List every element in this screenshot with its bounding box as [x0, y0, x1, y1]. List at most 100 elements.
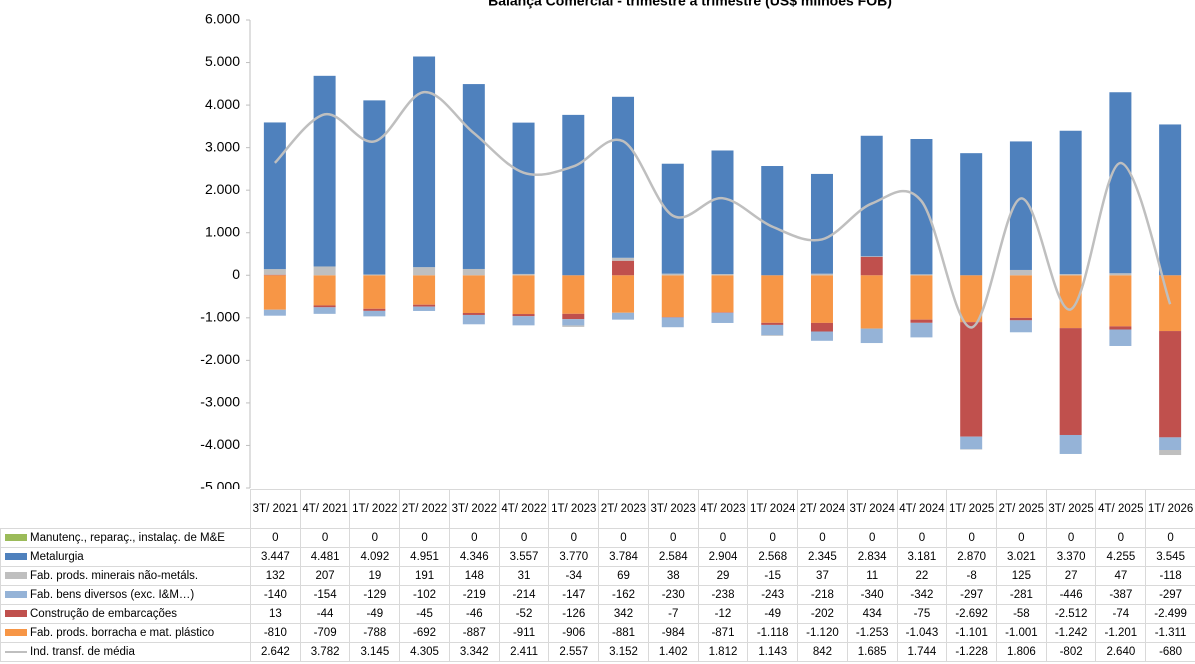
- data-label: -709: [299, 623, 351, 643]
- data-label: 3.181: [896, 547, 948, 567]
- bar-segment: [761, 166, 784, 276]
- data-label: 3.145: [349, 642, 401, 662]
- data-label: 37: [797, 566, 848, 586]
- bar-segment: [661, 273, 684, 276]
- bar-segment: [1109, 273, 1132, 276]
- bar-segment: [263, 122, 286, 270]
- bar-segment: [910, 322, 933, 338]
- data-label: 0: [1045, 528, 1097, 548]
- data-label: 0: [448, 528, 500, 548]
- series-row: Metalurgia 3.447 4.481 4.092 4.951 4.346 3.557…: [0, 547, 1195, 567]
- data-label: 19: [349, 566, 401, 586]
- data-label: -74: [1095, 604, 1147, 624]
- y-tick-label: -3.000: [200, 394, 240, 410]
- bar-segment: [263, 275, 286, 310]
- y-tick-label: 4.000: [205, 96, 240, 112]
- legend-label: Fab. bens diversos (exc. I&M…): [30, 589, 195, 601]
- data-label: -230: [647, 585, 699, 605]
- data-label: -1.120: [797, 623, 848, 643]
- data-label: 3.557: [498, 547, 550, 567]
- bar-segment: [263, 274, 286, 276]
- data-label: -202: [797, 604, 848, 624]
- data-label: 0: [299, 528, 351, 548]
- data-label: -162: [598, 585, 649, 605]
- data-label: 342: [598, 604, 649, 624]
- data-label: 1.806: [996, 642, 1047, 662]
- bar-segment: [860, 135, 883, 257]
- data-label: 0: [846, 528, 898, 548]
- bar-segment: [612, 275, 635, 313]
- data-label: -1.242: [1045, 623, 1097, 643]
- data-label: -12: [697, 604, 749, 624]
- data-label: -984: [647, 623, 699, 643]
- x-tick-label: 1T/ 2024: [747, 489, 799, 529]
- bar-segment: [562, 275, 585, 314]
- bar-segment: [313, 307, 336, 314]
- bar-segment: [661, 275, 684, 318]
- bar-segment: [860, 328, 883, 344]
- data-label: -15: [747, 566, 799, 586]
- header-row: 3T/ 2021 4T/ 2021 1T/ 2022 2T/ 2022 3T/ 2022…: [0, 489, 1195, 529]
- bar-segment: [413, 267, 436, 276]
- x-tick-label: 4T/ 2024: [896, 489, 948, 529]
- x-tick-label: 1T/ 2025: [946, 489, 998, 529]
- x-tick-label: 3T/ 2025: [1045, 489, 1097, 529]
- data-label: -243: [747, 585, 799, 605]
- bar-segment: [960, 322, 983, 437]
- bar-segment: [1009, 269, 1032, 276]
- bar-segment: [1009, 141, 1032, 270]
- data-label: 4.092: [349, 547, 401, 567]
- bar-segment: [960, 275, 983, 323]
- legend-key: [5, 553, 27, 561]
- bar-segment: [612, 260, 635, 276]
- data-label: -881: [598, 623, 649, 643]
- data-label: 3.447: [250, 547, 301, 567]
- data-label: -34: [548, 566, 600, 586]
- data-label: -7: [647, 604, 699, 624]
- series-row: Construção de embarcações 13 -44 -49 -45 -46-…: [0, 604, 1195, 624]
- data-label: 125: [996, 566, 1047, 586]
- legend-label: Metalurgia: [30, 551, 84, 563]
- data-label: -297: [1145, 585, 1195, 605]
- corner: [0, 489, 251, 529]
- data-label: -297: [946, 585, 998, 605]
- data-label: 0: [896, 528, 948, 548]
- data-label: -46: [448, 604, 500, 624]
- y-tick-label: 5.000: [205, 53, 240, 69]
- legend-entry: Ind. transf. de média: [0, 642, 251, 662]
- x-tick-label: 3T/ 2022: [448, 489, 500, 529]
- data-label: 0: [946, 528, 998, 548]
- legend-key: [5, 650, 27, 653]
- data-label: 1.143: [747, 642, 799, 662]
- data-label: 31: [498, 566, 550, 586]
- line-series: [273, 90, 1172, 329]
- bar-segment: [512, 314, 535, 317]
- bar-segment: [810, 273, 833, 276]
- bar-segment: [711, 274, 734, 276]
- x-tick-label: 3T/ 2023: [647, 489, 699, 529]
- legend-key: [5, 610, 27, 618]
- bar-segment: [761, 335, 784, 336]
- bar-segment: [711, 312, 734, 313]
- bar-segment: [512, 316, 535, 326]
- data-label: -340: [846, 585, 898, 605]
- data-label: -2.499: [1145, 604, 1195, 624]
- legend-label: Fab. prods. borracha e mat. plástico: [30, 627, 215, 639]
- chart: Balança Comercial - trimestre a trimestr…: [200, 0, 1182, 489]
- data-label: -49: [747, 604, 799, 624]
- bar-segment: [413, 306, 436, 311]
- x-tick-label: 4T/ 2023: [697, 489, 749, 529]
- bar-segment: [562, 114, 585, 276]
- data-label: -1.253: [846, 623, 898, 643]
- bar-segment: [612, 96, 635, 258]
- bar-segment: [810, 322, 833, 332]
- bar-segment: [413, 56, 436, 268]
- legend-entry: Construção de embarcações: [0, 604, 251, 624]
- data-label: -1.001: [996, 623, 1047, 643]
- data-label: -58: [996, 604, 1047, 624]
- legend-entry: Fab. prods. minerais não-metáls.: [0, 566, 251, 586]
- data-label: 4.346: [448, 547, 500, 567]
- legend-entry: Fab. bens diversos (exc. I&M…): [0, 585, 251, 605]
- bar-segment: [1109, 275, 1132, 327]
